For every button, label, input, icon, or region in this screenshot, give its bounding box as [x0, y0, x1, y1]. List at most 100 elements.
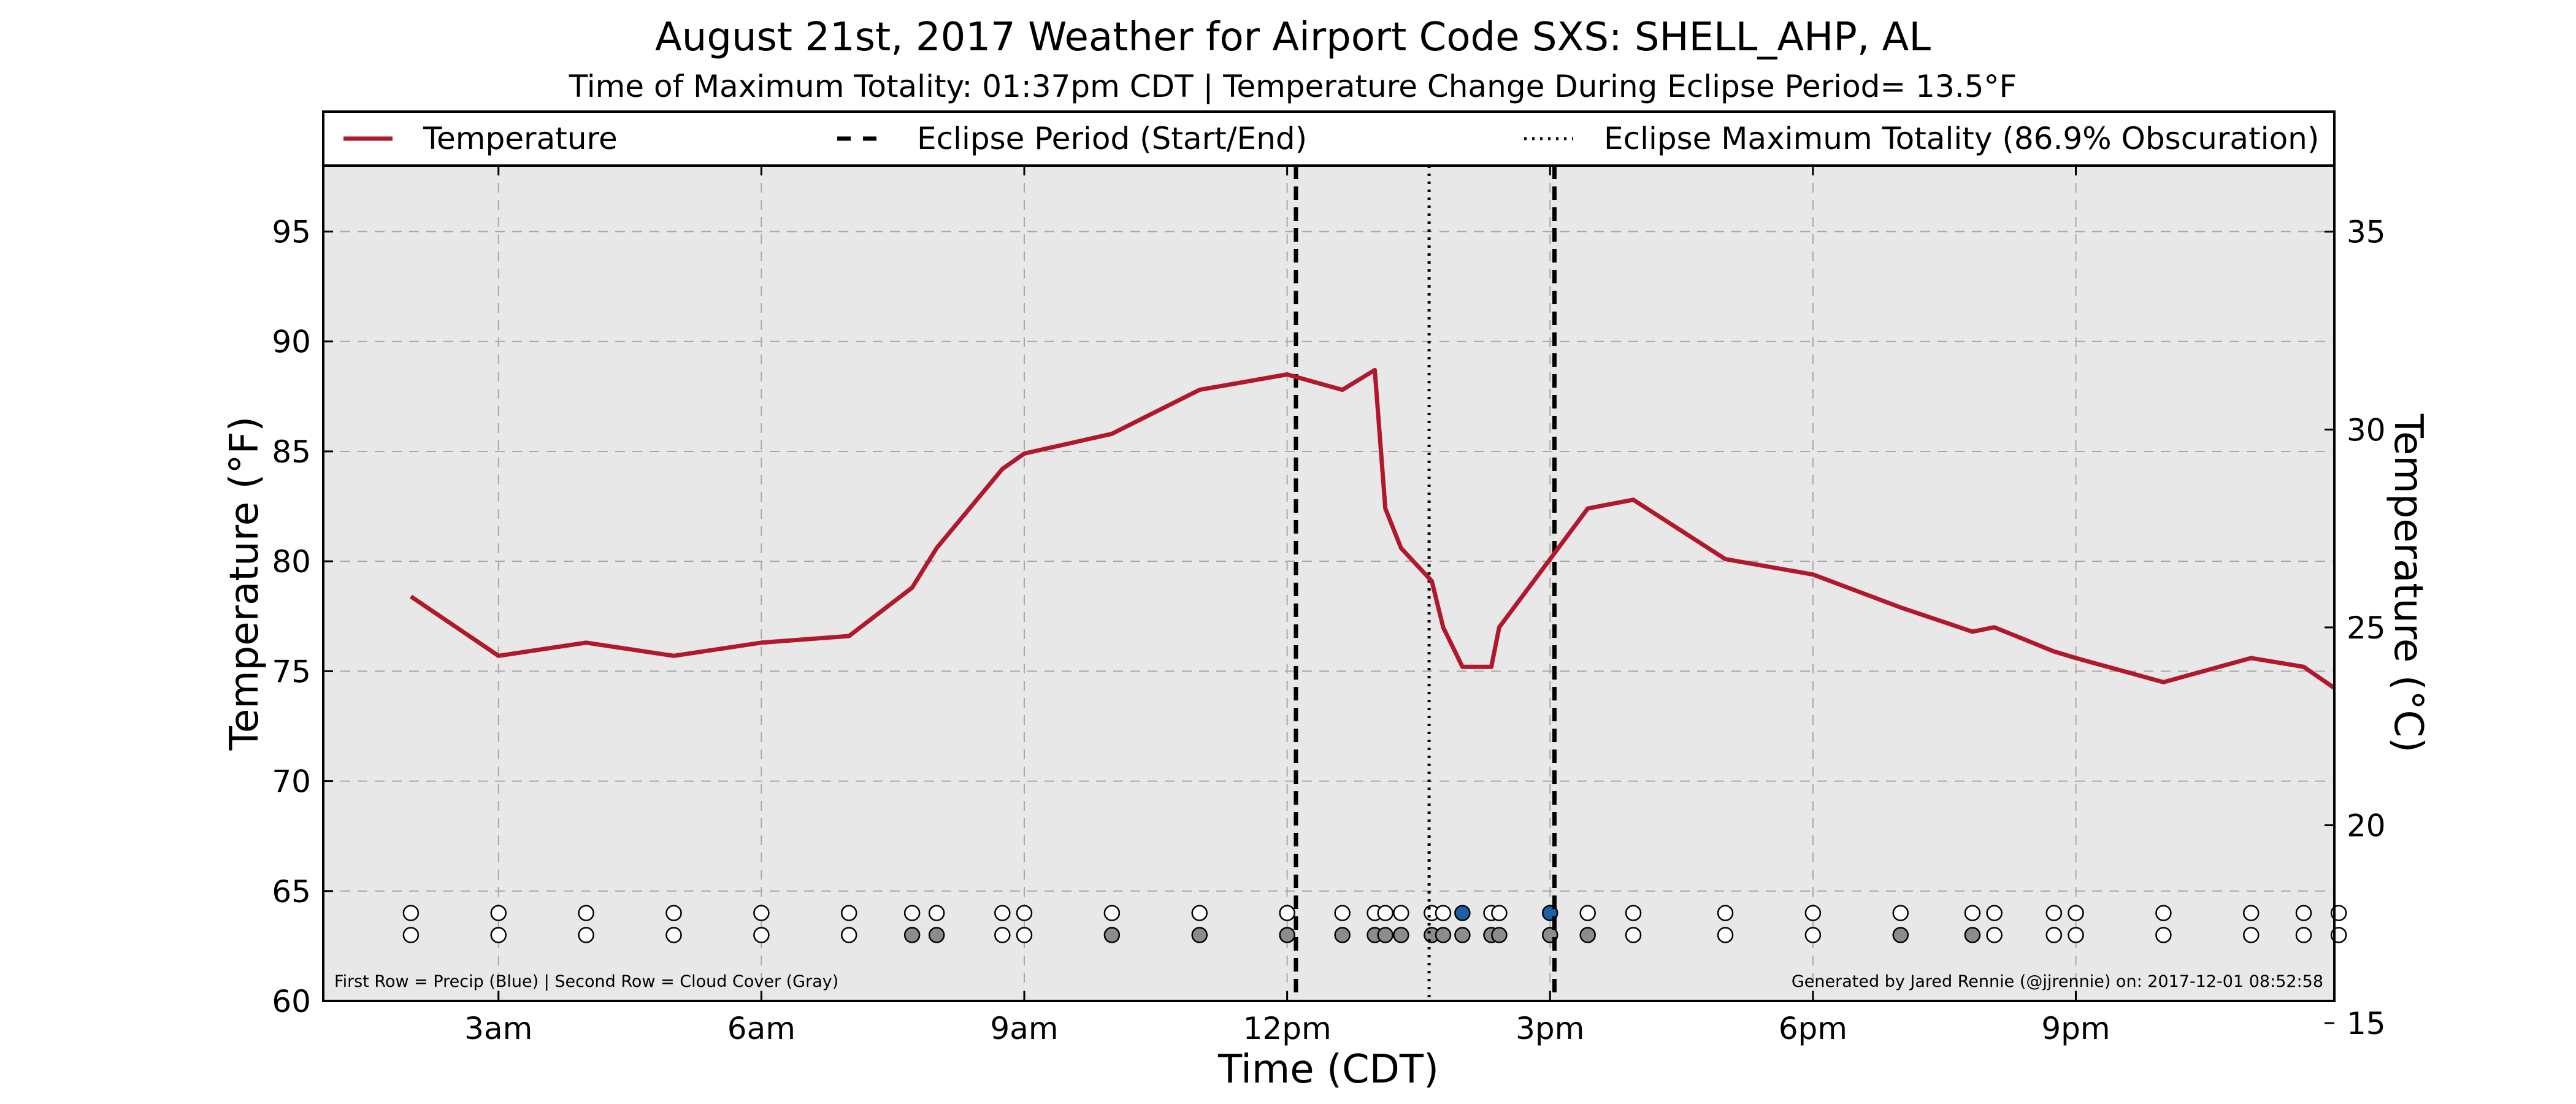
cloud-marker-25 [1717, 927, 1734, 943]
cloud-marker-12 [1279, 927, 1295, 943]
y-tick-label-6: 90 [272, 324, 311, 360]
x-axis-label: Time (CDT) [1217, 1047, 1439, 1092]
y-right-tick-label-3: 30 [2347, 412, 2386, 448]
x-tick-label-0: 3am [464, 1011, 532, 1046]
cloud-marker-4 [753, 927, 770, 943]
plot-area [323, 166, 2334, 1001]
cloud-marker-10 [1103, 927, 1121, 943]
temperature-line [409, 367, 2334, 691]
precip-marker-11 [1191, 905, 1208, 921]
precip-marker-33 [2243, 905, 2260, 921]
cloud-marker-21 [1491, 927, 1508, 943]
cloud-marker-8 [994, 927, 1011, 943]
cloud-marker-13 [1334, 927, 1351, 943]
precip-marker-2 [578, 905, 594, 921]
gridlines [323, 166, 2334, 1001]
precip-marker-34 [2295, 905, 2312, 921]
precip-marker-12 [1279, 905, 1295, 921]
y-tick-label-0: 60 [272, 984, 311, 1019]
precip-marker-16 [1393, 905, 1409, 921]
cloud-marker-6 [903, 927, 921, 943]
precip-marker-1 [490, 905, 507, 921]
cloud-marker-33 [2243, 927, 2260, 943]
chart-title: August 21st, 2017 Weather for Airport Co… [655, 15, 1931, 60]
precip-marker-19 [1454, 905, 1471, 921]
precip-marker-27 [1892, 905, 1909, 921]
precip-marker-7 [928, 905, 945, 921]
x-tick-label-4: 3pm [1516, 1011, 1584, 1046]
chart-subtitle: Time of Maximum Totality: 01:37pm CDT | … [569, 69, 2017, 104]
x-tick-label-6: 9pm [2041, 1011, 2110, 1046]
cloud-marker-23 [1579, 927, 1596, 943]
precip-marker-18 [1435, 905, 1452, 921]
y-tick-label-3: 75 [272, 654, 311, 689]
y-tick-label-2: 70 [272, 764, 311, 800]
axis-ticks: 3am 6am 9am 12pm 3pm 6pm 9pm 60 65 70 75 80 85 90 95 15… [272, 166, 2386, 1046]
cloud-marker-15 [1377, 927, 1393, 943]
legend-label-2: Eclipse Maximum Totality (86.9% Obscurat… [1604, 121, 2319, 156]
eclipse-lines [1294, 166, 1557, 1001]
x-tick-label-5: 6pm [1779, 1011, 1847, 1046]
cloud-marker-18 [1435, 927, 1452, 943]
cloud-marker-11 [1191, 927, 1208, 943]
cloud-marker-26 [1804, 927, 1822, 943]
y-right-tick-label-0: 15 [2347, 1006, 2386, 1041]
cloud-marker-31 [2068, 927, 2084, 943]
x-tick-label-2: 9am [990, 1011, 1058, 1046]
cloud-marker-27 [1892, 927, 1909, 943]
y-right-tick-label-1: 20 [2347, 808, 2386, 844]
cloud-marker-24 [1625, 927, 1642, 943]
series-lines [409, 367, 2334, 691]
x-tick-label-3: 12pm [1243, 1011, 1332, 1046]
precip-marker-32 [2155, 905, 2172, 921]
precip-marker-29 [1986, 905, 2003, 921]
cloud-marker-5 [841, 927, 857, 943]
precip-marker-9 [1016, 905, 1033, 921]
precip-marker-26 [1804, 905, 1822, 921]
y-tick-label-5: 85 [272, 434, 311, 470]
cloud-marker-2 [578, 927, 594, 943]
cloud-marker-9 [1016, 927, 1033, 943]
cloud-marker-34 [2295, 927, 2312, 943]
precip-marker-30 [2045, 905, 2063, 921]
y-tick-label-7: 95 [272, 215, 311, 250]
precip-marker-5 [841, 905, 857, 921]
cloud-marker-32 [2155, 927, 2172, 943]
precip-marker-10 [1103, 905, 1121, 921]
precip-marker-21 [1491, 905, 1508, 921]
y-axis-label-left: Temperature (°F) [222, 416, 267, 751]
legend: Temperature Eclipse Period (Start/End) Ecl… [343, 121, 2319, 156]
precip-marker-3 [665, 905, 682, 921]
precip-marker-6 [903, 905, 921, 921]
precip-marker-8 [994, 905, 1011, 921]
precip-marker-13 [1334, 905, 1351, 921]
cloud-marker-28 [1964, 927, 1981, 943]
cloud-marker-16 [1393, 927, 1409, 943]
precip-marker-4 [753, 905, 770, 921]
footnote-right: Generated by Jared Rennie (@jjrennie) on… [1792, 972, 2323, 991]
y-tick-label-4: 80 [272, 544, 311, 580]
y-right-tick-label-4: 35 [2347, 215, 2386, 250]
precip-marker-15 [1377, 905, 1393, 921]
cloud-marker-0 [402, 927, 420, 943]
cloud-marker-3 [665, 927, 682, 943]
legend-label-0: Temperature [423, 121, 618, 156]
cloud-marker-19 [1454, 927, 1471, 943]
y-tick-label-1: 65 [272, 874, 311, 910]
precip-marker-31 [2068, 905, 2084, 921]
cloud-marker-30 [2045, 927, 2063, 943]
precip-marker-0 [402, 905, 420, 921]
precip-marker-25 [1717, 905, 1734, 921]
cloud-marker-1 [490, 927, 507, 943]
footnote-left: First Row = Precip (Blue) | Second Row =… [334, 972, 838, 991]
y-right-tick-label-2: 25 [2347, 610, 2386, 646]
x-tick-label-1: 6am [727, 1011, 795, 1046]
cloud-marker-29 [1986, 927, 2003, 943]
observation-markers [402, 905, 2347, 943]
precip-marker-28 [1964, 905, 1981, 921]
legend-label-1: Eclipse Period (Start/End) [917, 121, 1307, 156]
y-axis-label-right: Temperature (°C) [2385, 413, 2431, 753]
cloud-marker-7 [928, 927, 945, 943]
precip-marker-24 [1625, 905, 1642, 921]
